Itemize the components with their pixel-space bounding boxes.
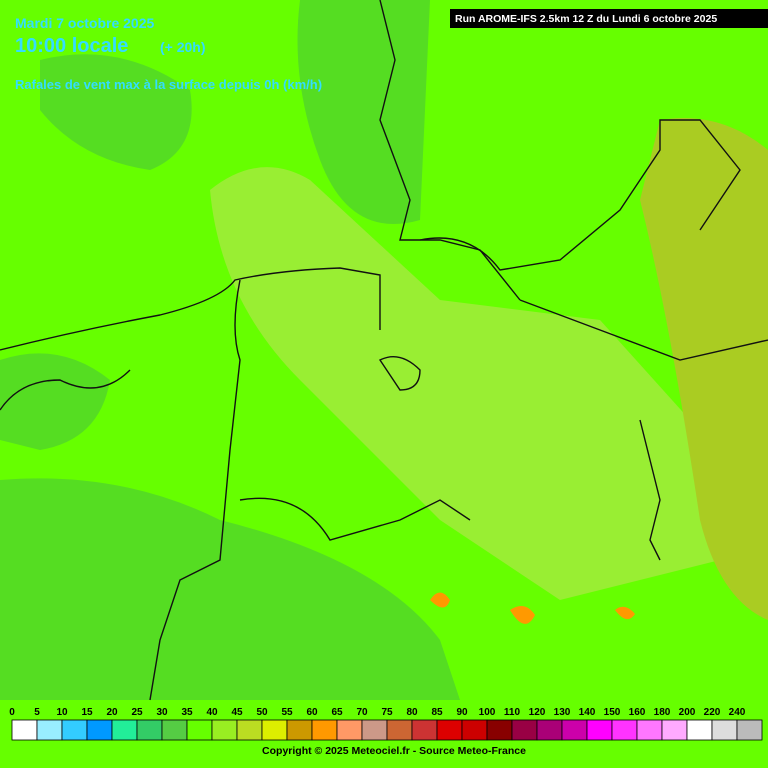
legend-swatch bbox=[61, 719, 88, 741]
legend-swatch bbox=[461, 719, 488, 741]
wind-zone bbox=[210, 167, 720, 600]
legend-swatch bbox=[211, 719, 238, 741]
legend-label: 130 bbox=[554, 707, 571, 718]
legend-swatch bbox=[236, 719, 263, 741]
legend-swatch bbox=[411, 719, 438, 741]
time: 10:00 locale bbox=[15, 35, 128, 57]
legend-label: 25 bbox=[131, 707, 143, 718]
legend-label: 10 bbox=[56, 707, 68, 718]
legend-swatch bbox=[561, 719, 588, 741]
legend-label: 220 bbox=[704, 707, 721, 718]
legend-label: 65 bbox=[331, 707, 343, 718]
legend-label: 150 bbox=[604, 707, 621, 718]
coastlines bbox=[0, 0, 768, 701]
wind-zone bbox=[430, 592, 635, 624]
legend-swatch bbox=[536, 719, 563, 741]
legend-swatch bbox=[336, 719, 363, 741]
legend-swatch bbox=[261, 719, 288, 741]
run-info: Run AROME-IFS 2.5km 12 Z du Lundi 6 octo… bbox=[455, 13, 717, 25]
legend-label: 15 bbox=[81, 707, 93, 718]
legend-label: 0 bbox=[9, 707, 15, 718]
legend-swatch bbox=[386, 719, 413, 741]
legend-label: 240 bbox=[729, 707, 746, 718]
legend-label: 40 bbox=[206, 707, 218, 718]
legend-swatch bbox=[486, 719, 513, 741]
offset: (+ 20h) bbox=[160, 39, 206, 55]
legend-label: 30 bbox=[156, 707, 168, 718]
legend-label: 160 bbox=[629, 707, 646, 718]
run-box bbox=[450, 9, 768, 28]
legend-label: 45 bbox=[231, 707, 243, 718]
wind-zone bbox=[0, 478, 460, 700]
legend-label: 60 bbox=[306, 707, 318, 718]
legend-swatch bbox=[111, 719, 138, 741]
wind-zone bbox=[40, 54, 192, 170]
legend-swatch bbox=[611, 719, 638, 741]
description: Rafales de vent max à la surface depuis … bbox=[15, 77, 322, 92]
date: Mardi 7 octobre 2025 bbox=[15, 15, 154, 31]
legend-label: 120 bbox=[529, 707, 546, 718]
legend-label: 70 bbox=[356, 707, 368, 718]
legend-swatch bbox=[361, 719, 388, 741]
legend-swatch bbox=[436, 719, 463, 741]
legend-label: 75 bbox=[381, 707, 393, 718]
legend-label: 20 bbox=[106, 707, 118, 718]
copyright: Copyright © 2025 Meteociel.fr - Source M… bbox=[262, 745, 526, 757]
legend-swatch bbox=[286, 719, 313, 741]
legend-label: 85 bbox=[431, 707, 443, 718]
legend-swatch bbox=[661, 719, 688, 741]
legend-swatch bbox=[636, 719, 663, 741]
legend-swatch bbox=[186, 719, 213, 741]
legend-swatch bbox=[711, 719, 738, 741]
legend-label: 140 bbox=[579, 707, 596, 718]
legend-label: 180 bbox=[654, 707, 671, 718]
legend-swatch bbox=[86, 719, 113, 741]
legend-label: 110 bbox=[504, 707, 521, 718]
wind-zone bbox=[640, 118, 768, 620]
legend-swatch bbox=[686, 719, 713, 741]
legend-swatch bbox=[511, 719, 538, 741]
legend-label: 80 bbox=[406, 707, 418, 718]
wind-zone bbox=[0, 353, 110, 450]
legend-swatch bbox=[36, 719, 63, 741]
legend: 0 5 10 15 20 25 30 35 40 45 50 55 60 65 70 75 80 85 90 100 1… bbox=[9, 707, 763, 741]
legend-label: 5 bbox=[34, 707, 40, 718]
legend-label: 200 bbox=[679, 707, 696, 718]
legend-label: 50 bbox=[256, 707, 268, 718]
legend-label: 90 bbox=[456, 707, 468, 718]
legend-swatch bbox=[311, 719, 338, 741]
wind-zone bbox=[297, 0, 430, 224]
legend-label: 35 bbox=[181, 707, 193, 718]
legend-swatch bbox=[136, 719, 163, 741]
legend-swatch bbox=[161, 719, 188, 741]
legend-swatch bbox=[736, 719, 763, 741]
legend-label: 55 bbox=[281, 707, 293, 718]
legend-label: 100 bbox=[479, 707, 496, 718]
legend-swatch bbox=[11, 719, 38, 741]
legend-swatch bbox=[586, 719, 613, 741]
